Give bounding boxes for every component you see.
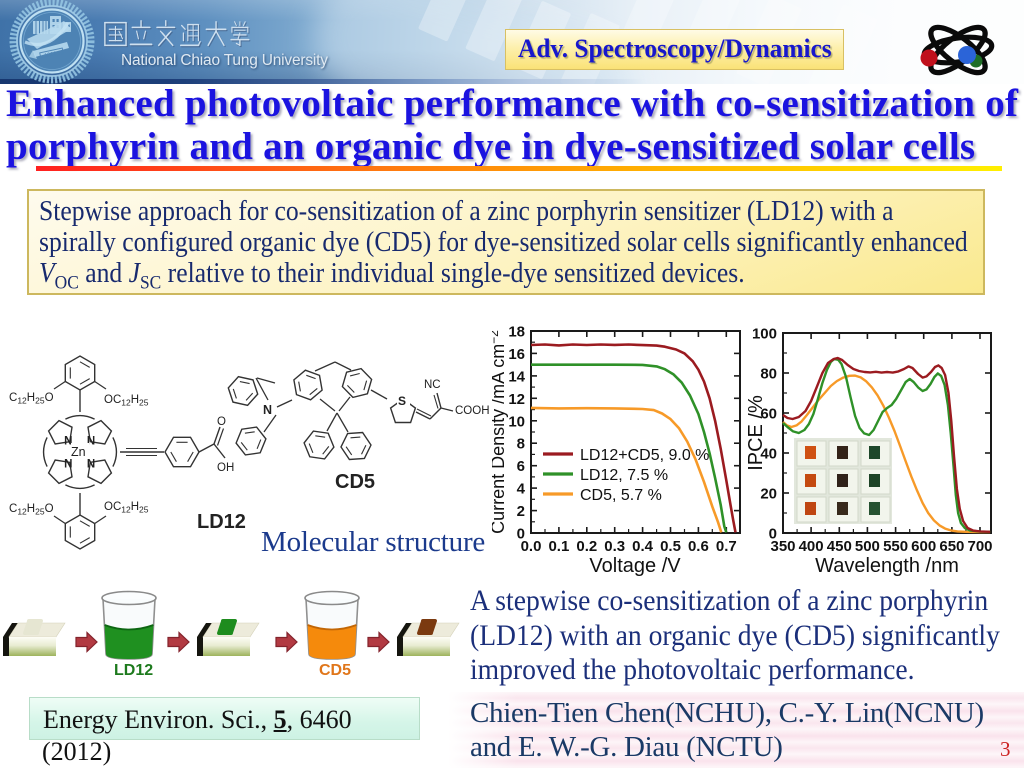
svg-text:N: N — [64, 436, 72, 448]
svg-text:80: 80 — [760, 366, 777, 383]
svg-text:C12H25O: C12H25O — [9, 392, 54, 406]
svg-text:OH: OH — [217, 462, 234, 474]
svg-text:650: 650 — [939, 538, 964, 555]
svg-text:IPCE /%: IPCE /% — [748, 395, 767, 471]
svg-text:0.0: 0.0 — [521, 538, 542, 555]
svg-text:1896: 1896 — [44, 51, 57, 59]
svg-text:LD12+CD5, 9.0 %: LD12+CD5, 9.0 % — [580, 447, 709, 464]
svg-text:0.2: 0.2 — [576, 538, 597, 555]
svg-text:12: 12 — [508, 391, 525, 408]
svg-text:0.6: 0.6 — [688, 538, 709, 555]
svg-text:60: 60 — [760, 406, 777, 423]
svg-text:20: 20 — [760, 486, 777, 503]
svg-text:COOH: COOH — [455, 405, 490, 417]
svg-text:350: 350 — [770, 538, 795, 555]
svg-text:16: 16 — [508, 346, 525, 363]
svg-text:14: 14 — [508, 368, 525, 385]
svg-text:CD5: CD5 — [335, 471, 375, 493]
svg-text:OC12H25: OC12H25 — [104, 501, 149, 515]
svg-text:Wavelength /nm: Wavelength /nm — [815, 555, 959, 577]
svg-text:C12H25O: C12H25O — [9, 503, 54, 517]
svg-text:Voltage /V: Voltage /V — [589, 555, 681, 577]
svg-text:N: N — [87, 458, 95, 470]
svg-text:40: 40 — [760, 446, 777, 463]
svg-text:NC: NC — [424, 379, 441, 391]
svg-text:0: 0 — [517, 526, 525, 543]
svg-text:CD5, 5.7 %: CD5, 5.7 % — [580, 487, 662, 504]
svg-text:LD12: LD12 — [197, 511, 246, 533]
svg-text:8: 8 — [517, 436, 525, 453]
svg-text:0.4: 0.4 — [632, 538, 654, 555]
svg-text:10: 10 — [508, 413, 525, 430]
svg-text:400: 400 — [799, 538, 824, 555]
svg-text:450: 450 — [827, 538, 852, 555]
svg-text:N: N — [263, 403, 272, 417]
svg-text:500: 500 — [855, 538, 880, 555]
svg-text:18: 18 — [508, 324, 525, 341]
svg-text:S: S — [398, 394, 406, 408]
svg-text:0.1: 0.1 — [548, 538, 569, 555]
svg-text:Current Density /mA cm−2: Current Density /mA cm−2 — [492, 330, 508, 534]
svg-text:2: 2 — [517, 503, 525, 520]
svg-text:4: 4 — [517, 481, 526, 498]
svg-text:0.7: 0.7 — [716, 538, 737, 555]
svg-text:Zn: Zn — [71, 445, 86, 459]
svg-text:6: 6 — [517, 458, 525, 475]
svg-text:N: N — [87, 436, 95, 448]
svg-text:CD5: CD5 — [319, 662, 351, 678]
svg-text:550: 550 — [883, 538, 908, 555]
svg-text:100: 100 — [752, 326, 777, 343]
svg-text:600: 600 — [911, 538, 936, 555]
svg-text:700: 700 — [967, 538, 992, 555]
svg-text:OC12H25: OC12H25 — [104, 394, 149, 408]
svg-text:LD12, 7.5 %: LD12, 7.5 % — [580, 467, 668, 484]
svg-text:0: 0 — [769, 526, 777, 543]
svg-text:LD12: LD12 — [114, 662, 153, 678]
svg-text:0.3: 0.3 — [604, 538, 625, 555]
svg-text:O: O — [217, 416, 226, 428]
svg-text:0.5: 0.5 — [660, 538, 681, 555]
svg-text:N: N — [64, 458, 72, 470]
